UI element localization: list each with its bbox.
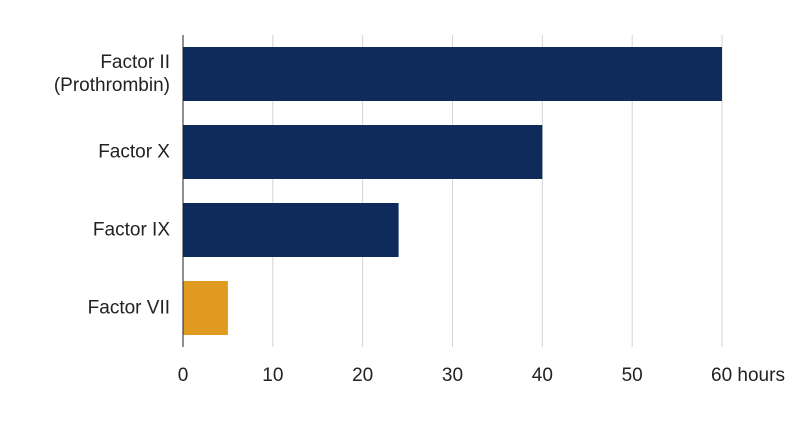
x-tick-label: 20: [352, 365, 373, 386]
x-tick-label: 30: [442, 365, 463, 386]
y-tick-label: Factor IX: [92, 219, 170, 241]
y-tick-label: Factor X: [98, 141, 170, 163]
y-tick-label: Factor II (Prothrombin): [53, 52, 170, 96]
y-tick-label: Factor VII: [87, 297, 170, 319]
bar: [183, 203, 399, 257]
x-tick-label: 0: [178, 365, 189, 386]
x-tick-label: 60 hours: [711, 365, 785, 386]
x-tick-label: 50: [622, 365, 643, 386]
bar: [183, 281, 228, 335]
x-tick-label: 10: [262, 365, 283, 386]
bar: [183, 47, 722, 101]
x-tick-label: 40: [532, 365, 553, 386]
bar: [183, 125, 543, 179]
